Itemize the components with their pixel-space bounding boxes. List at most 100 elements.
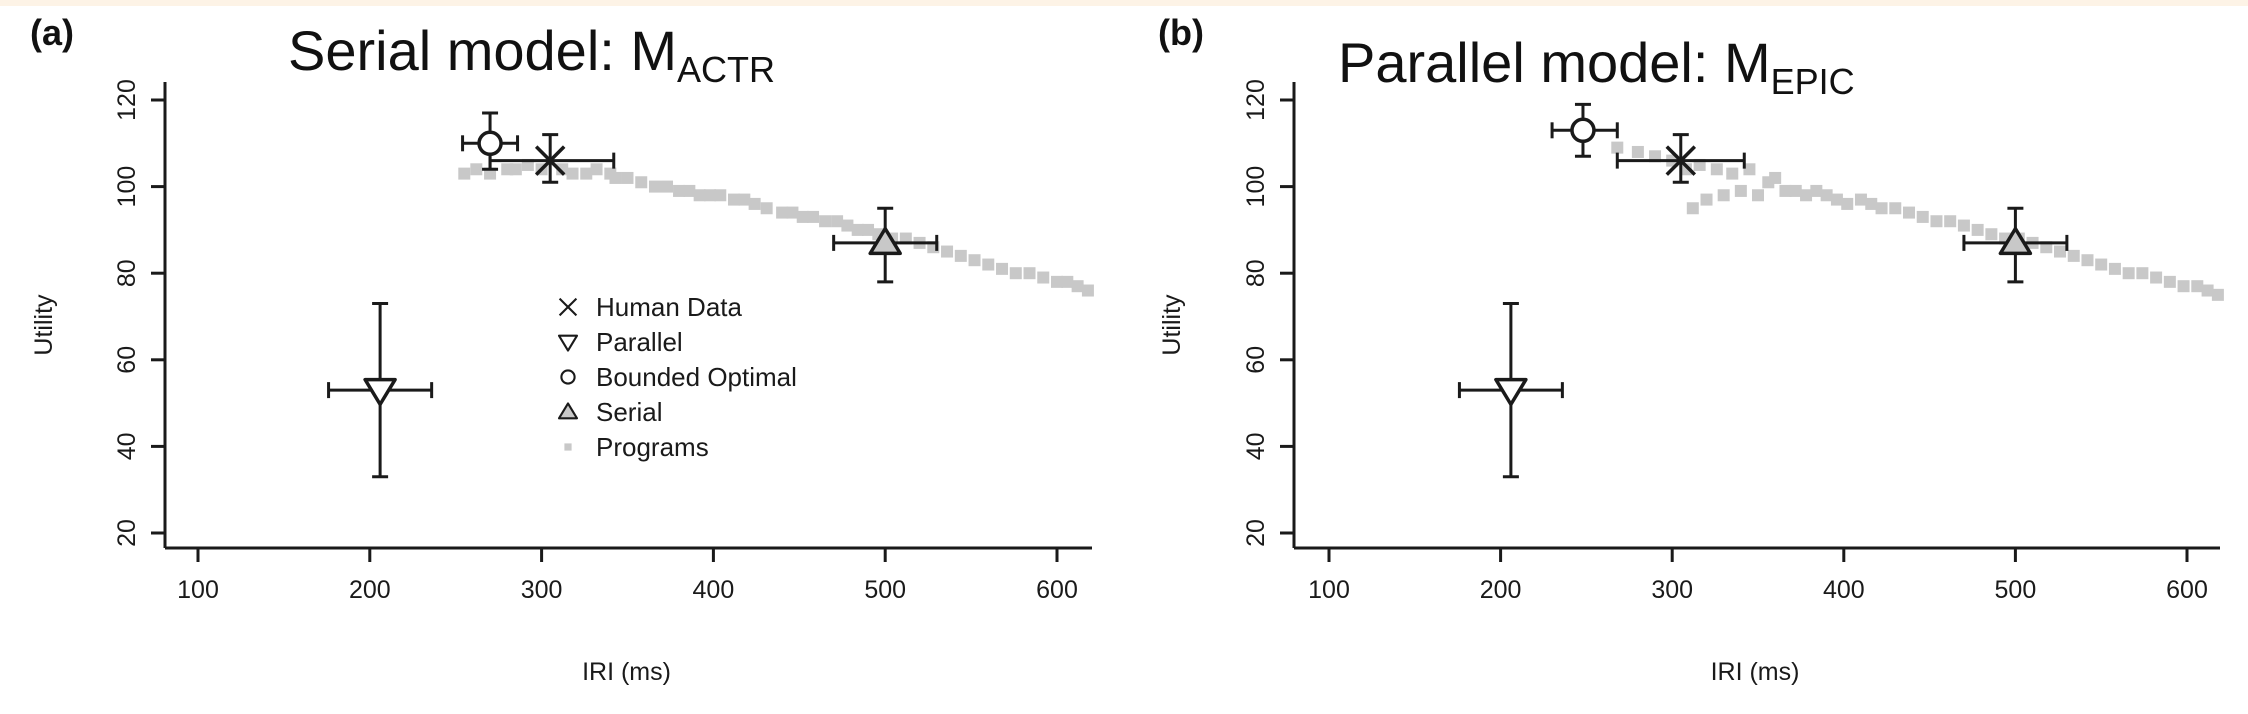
programs-point (1830, 193, 1843, 206)
programs-point (996, 262, 1009, 275)
programs-point (635, 176, 648, 189)
programs-point (2122, 267, 2135, 280)
programs-point (1023, 267, 1036, 280)
programs-point (2136, 267, 2149, 280)
programs-point (760, 202, 773, 215)
panel-label: (b) (1158, 12, 1204, 53)
x-axis-title: IRI (ms) (1711, 658, 1800, 686)
chart-title-main: Serial model: M (288, 19, 677, 82)
programs-point (796, 210, 809, 223)
x-tick-label: 100 (1308, 576, 1350, 604)
programs-point (1957, 219, 1970, 232)
chart-panel-b: (b) Parallel model: MEPIC 100 200 300 400 500 6… (1158, 12, 2224, 686)
x-tick-label: 200 (1480, 576, 1522, 604)
chart-title-subscript: EPIC (1771, 61, 1855, 102)
programs-point (1769, 171, 1782, 184)
chart1-serial-marker (1998, 226, 2033, 256)
programs-point (2108, 262, 2121, 275)
programs-point (1631, 145, 1644, 158)
x-tick-label: 600 (1036, 576, 1078, 604)
x-tick-label: 600 (2166, 576, 2208, 604)
programs-point (1810, 184, 1823, 197)
programs-point (590, 163, 603, 176)
y-tick-label: 100 (1242, 166, 1270, 208)
x-tick-label: 400 (693, 576, 735, 604)
programs-point (621, 171, 634, 184)
legend-marker-x (558, 297, 578, 317)
programs-point (683, 184, 696, 197)
y-tick-label: 40 (113, 432, 141, 460)
chart1-bounded-optimal-marker (1570, 117, 1596, 144)
programs-point (941, 245, 954, 258)
programs-point (1820, 189, 1833, 202)
chart0-bounded-optimal-marker (477, 130, 503, 157)
programs-point (807, 210, 820, 223)
programs-point (661, 180, 674, 193)
programs-point (1903, 206, 1916, 219)
programs-point (703, 189, 716, 202)
chart0-human-data-marker-b (534, 145, 566, 176)
y-axis-title: Utility (30, 294, 58, 356)
programs-point (2211, 288, 2224, 301)
chart1-human-data-marker-b (1665, 145, 1697, 176)
chart0-parallel-marker (557, 334, 579, 352)
chart-title: Serial model: MACTR (288, 19, 775, 90)
programs-point (470, 163, 483, 176)
programs-point (673, 184, 686, 197)
programs-point (2150, 271, 2163, 284)
legend-marker-triangle-up (557, 402, 579, 420)
programs-point (1051, 275, 1063, 288)
legend-marker-circle (560, 369, 576, 385)
programs-point (786, 206, 799, 219)
programs-point (776, 206, 789, 219)
y-tick-label: 100 (113, 166, 141, 208)
programs-point (1800, 189, 1813, 202)
programs-point (2095, 258, 2108, 271)
legend-label: Serial (596, 397, 662, 427)
programs-point (968, 254, 981, 267)
x-tick-label: 300 (1651, 576, 1693, 604)
programs-point (738, 193, 751, 206)
programs-point (609, 171, 622, 184)
programs-point (1009, 267, 1022, 280)
x-tick-label: 300 (521, 576, 563, 604)
programs-point (1916, 210, 1929, 223)
chart0-programs-legend-marker (564, 443, 572, 451)
chart-title: Parallel model: MEPIC (1338, 31, 1855, 102)
programs-point (566, 167, 579, 180)
programs-point (1071, 280, 1084, 293)
legend-label: Programs (596, 432, 709, 462)
panel-label: (a) (30, 12, 74, 53)
programs-point (1710, 163, 1723, 176)
programs-point (1717, 189, 1730, 202)
x-tick-label: 200 (349, 576, 391, 604)
legend-label: Bounded Optimal (596, 362, 797, 392)
programs-point (1889, 202, 1902, 215)
y-tick-label: 60 (1242, 346, 1270, 374)
programs-point (1081, 284, 1094, 297)
programs-point (1875, 202, 1888, 215)
programs-point (2081, 254, 2094, 267)
programs-point (1734, 184, 1747, 197)
chart-title-subscript: ACTR (677, 49, 775, 90)
programs-point (458, 167, 471, 180)
programs-point (2067, 249, 2080, 262)
programs-point (1061, 275, 1074, 288)
programs-point (714, 189, 727, 202)
chart-panel-a: (a) Serial model: MACTR 100 200 300 400 500 600… (30, 12, 1094, 686)
y-tick-label: 120 (113, 79, 141, 121)
programs-point (1971, 223, 1984, 236)
chart0-bounded-optimal-marker (560, 369, 576, 385)
legend: Human Data Parallel Bounded Optimal Serial P… (557, 292, 797, 462)
legend-label: Parallel (596, 327, 683, 357)
programs-point (851, 223, 864, 236)
programs-point (1779, 184, 1792, 197)
programs-point (2191, 280, 2204, 293)
programs-point (862, 223, 875, 236)
legend-label: Human Data (596, 292, 742, 322)
programs-point (2201, 284, 2214, 297)
programs-point (2177, 280, 2190, 293)
programs-point (841, 219, 854, 232)
chart0-serial-marker (557, 402, 579, 420)
